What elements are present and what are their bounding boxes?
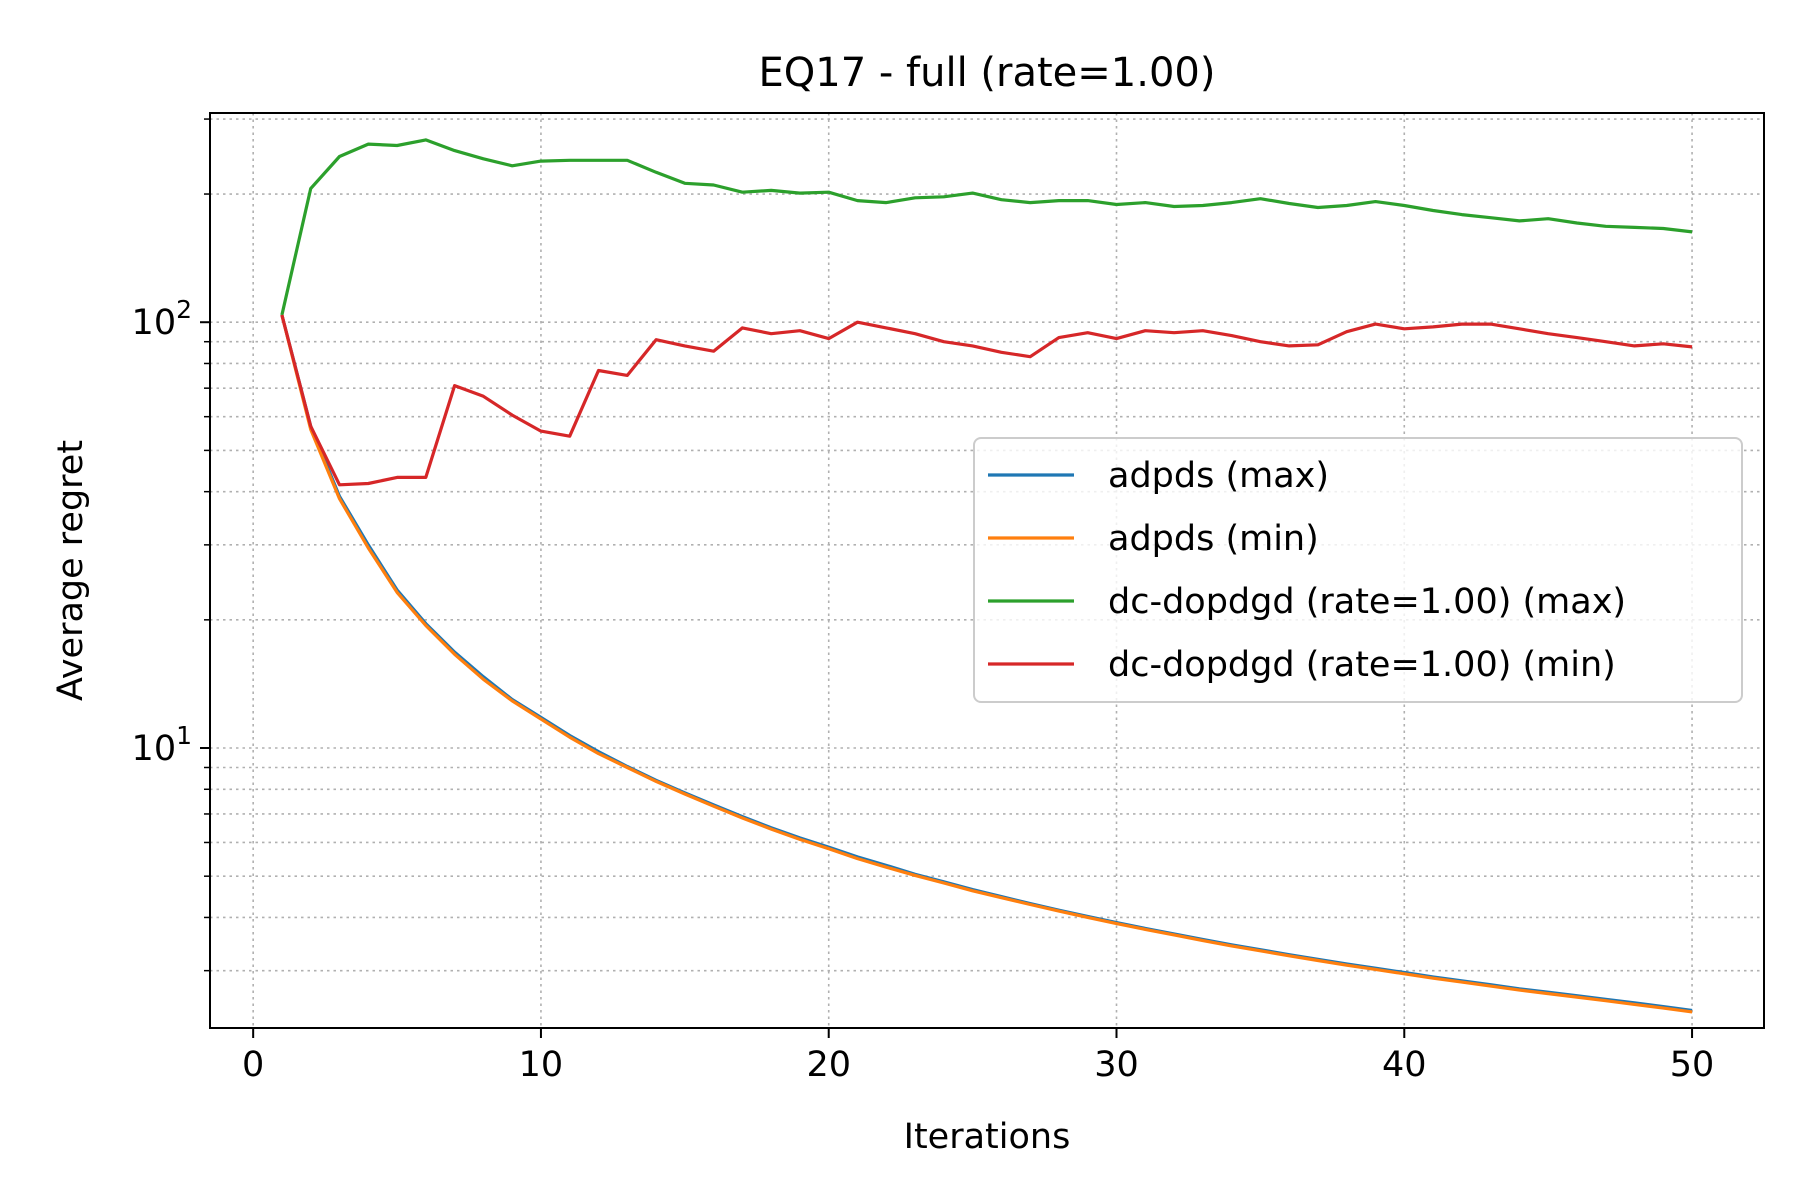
y-tick-label: 102 bbox=[132, 295, 192, 343]
x-tick-label: 10 bbox=[519, 1045, 564, 1085]
y-axis: 101 102 bbox=[132, 118, 210, 972]
series-line-dc-dopdgd-rate-1-00-min bbox=[280, 314, 1693, 487]
series-lines bbox=[280, 138, 1693, 1014]
y-axis-label: Average regret bbox=[51, 440, 91, 701]
x-tick-label: 40 bbox=[1382, 1045, 1427, 1085]
legend: adpds (max) adpds (min) dc-dopdgd (rate=1.… bbox=[973, 437, 1743, 703]
y-tick-label: 101 bbox=[132, 721, 192, 769]
x-axis-label: Iterations bbox=[904, 1117, 1071, 1157]
x-tick-label: 30 bbox=[1094, 1045, 1139, 1085]
x-axis: 0 10 20 30 40 50 bbox=[242, 1028, 1714, 1085]
x-tick-label: 20 bbox=[806, 1045, 851, 1085]
plot-frame bbox=[209, 112, 1765, 1029]
legend-entry: adpds (max) bbox=[1108, 456, 1329, 496]
legend-entry: adpds (min) bbox=[1108, 519, 1319, 559]
chart-title: EQ17 - full (rate=1.00) bbox=[759, 50, 1216, 96]
legend-box bbox=[973, 437, 1743, 703]
series-line-dc-dopdgd-rate-1-00-max bbox=[280, 138, 1693, 316]
series-line-adpds-min bbox=[280, 314, 1693, 1014]
x-tick-label: 50 bbox=[1670, 1045, 1715, 1085]
x-tick-label: 0 bbox=[242, 1045, 264, 1085]
legend-entry: dc-dopdgd (rate=1.00) (min) bbox=[1108, 645, 1616, 685]
legend-entry: dc-dopdgd (rate=1.00) (max) bbox=[1108, 582, 1626, 622]
